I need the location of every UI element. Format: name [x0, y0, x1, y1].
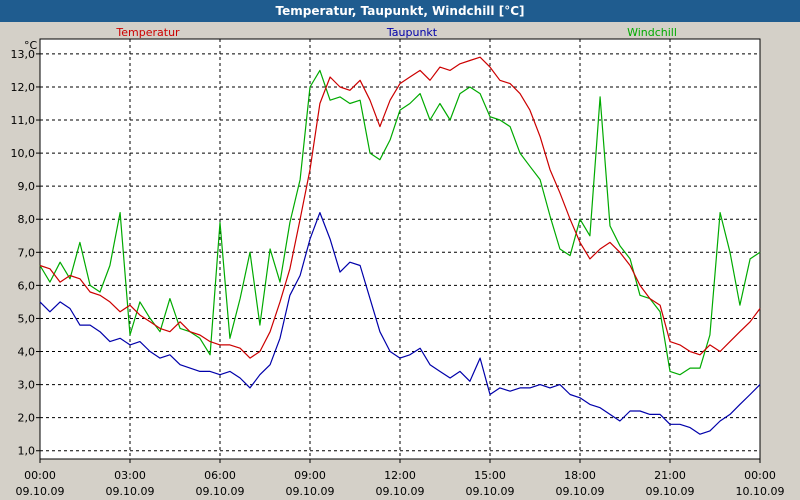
- x-tick-date-label: 09.10.09: [376, 485, 425, 498]
- window-title: Temperatur, Taupunkt, Windchill [°C]: [0, 0, 800, 22]
- x-tick-date-label: 09.10.09: [196, 485, 245, 498]
- y-tick-label: 3,0: [18, 379, 36, 392]
- legend: Temperatur Taupunkt Windchill: [115, 26, 677, 39]
- series-line-temperatur: [39, 56, 761, 359]
- y-tick-label: 12,0: [11, 81, 36, 94]
- x-tick-time-label: 00:00: [744, 469, 776, 482]
- x-tick-date-label: 09.10.09: [556, 485, 605, 498]
- y-tick-label: 6,0: [18, 279, 36, 292]
- y-tick-label: 13,0: [11, 48, 36, 61]
- chart-frame: 1,0 2,0 3,0 4,0 5,0 6,0 7,0 8,0 9,0 10,0 11,0 12,0 1…: [0, 22, 800, 500]
- x-tick-time-label: 12:00: [384, 469, 416, 482]
- y-tick-label: 9,0: [18, 180, 36, 193]
- y-axis-unit-label: °C: [24, 39, 38, 52]
- series-line-windchill: [39, 69, 761, 376]
- x-tick-time-label: 09:00: [294, 469, 326, 482]
- x-tick-date-label: 09.10.09: [16, 485, 65, 498]
- y-tick-label: 5,0: [18, 312, 36, 325]
- x-tick-date-label: 10.10.09: [736, 485, 785, 498]
- x-tick-time-label: 00:00: [24, 469, 56, 482]
- legend-item-temperatur: Temperatur: [115, 26, 180, 39]
- legend-item-windchill: Windchill: [627, 26, 677, 39]
- y-axis-ticks: 1,0 2,0 3,0 4,0 5,0 6,0 7,0 8,0 9,0 10,0 11,0 12,0 1…: [11, 48, 40, 458]
- y-tick-label: 8,0: [18, 213, 36, 226]
- x-tick-date-label: 09.10.09: [106, 485, 155, 498]
- x-tick-time-label: 15:00: [474, 469, 506, 482]
- y-tick-label: 4,0: [18, 346, 36, 359]
- y-tick-label: 1,0: [18, 445, 36, 458]
- series-lines: [39, 56, 761, 435]
- x-tick-time-label: 18:00: [564, 469, 596, 482]
- x-tick-date-label: 09.10.09: [646, 485, 695, 498]
- x-tick-time-label: 21:00: [654, 469, 686, 482]
- x-axis-ticks: 00:00 09.10.09 03:00 09.10.09 06:00 09.10.09 0…: [16, 459, 785, 498]
- chart-svg: 1,0 2,0 3,0 4,0 5,0 6,0 7,0 8,0 9,0 10,0 11,0 12,0 1…: [11, 26, 785, 498]
- x-tick-time-label: 06:00: [204, 469, 236, 482]
- x-tick-time-label: 03:00: [114, 469, 146, 482]
- series-line-taupunkt: [39, 212, 761, 435]
- y-tick-label: 11,0: [11, 114, 36, 127]
- y-tick-label: 2,0: [18, 412, 36, 425]
- y-tick-label: 10,0: [11, 147, 36, 160]
- y-tick-label: 7,0: [18, 246, 36, 259]
- x-tick-date-label: 09.10.09: [286, 485, 335, 498]
- x-tick-date-label: 09.10.09: [466, 485, 515, 498]
- legend-item-taupunkt: Taupunkt: [386, 26, 438, 39]
